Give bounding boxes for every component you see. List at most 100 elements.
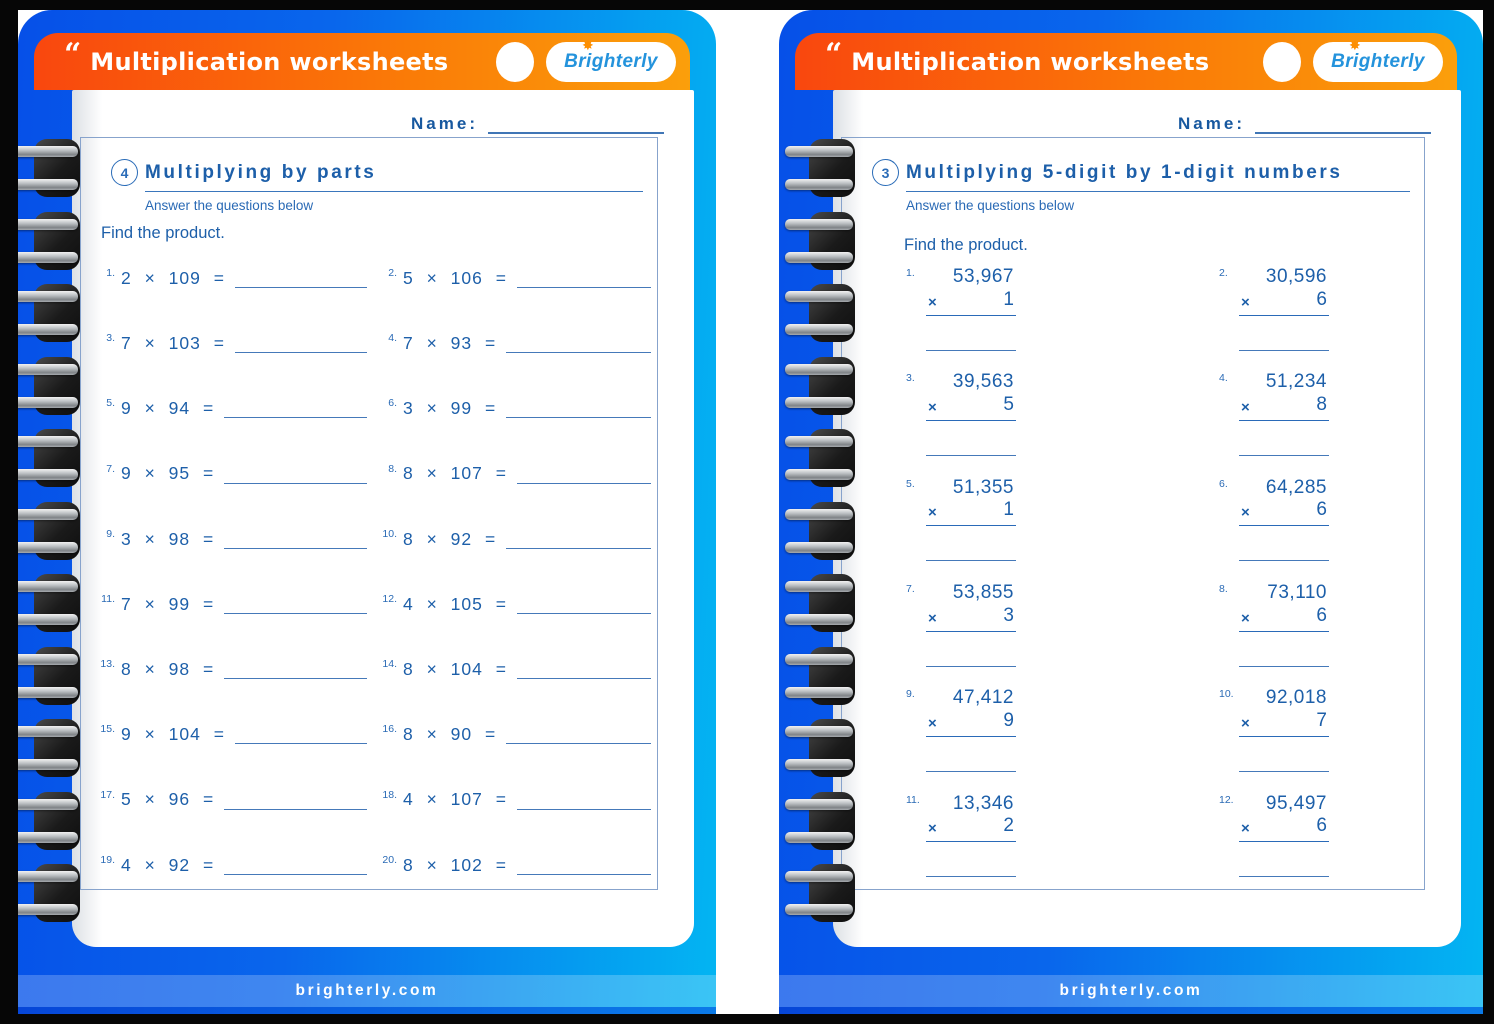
problem-row: 5. 9 × 94 = 6. 3 × 99 = (99, 392, 651, 419)
problem-expression: 4 × 107 = (403, 789, 507, 810)
worksheet-header: “ Multiplication worksheets ✸ Brighterly (795, 33, 1457, 90)
problem-expression: 7 × 103 = (121, 332, 225, 353)
problem-expression: 5 × 106 = (403, 267, 507, 288)
vertical-problem: 30,596 × 6 (1239, 266, 1329, 351)
binder-clip-bar (785, 179, 853, 190)
sun-icon: ✸ (1349, 36, 1361, 53)
answer-blank-line (224, 807, 367, 810)
problem-item: 4. 7 × 93 = (381, 327, 651, 354)
worksheet-subtitle: Answer the questions below (145, 198, 314, 213)
multiply-icon: × (928, 504, 937, 522)
problem-number: 7. (906, 582, 915, 595)
problem-item: 1. 53,967 × 1 (906, 266, 1018, 351)
problem-row: 3. 39,563 × 5 4. 51,234 × 8 (842, 371, 1424, 473)
worksheet-header: “ Multiplication worksheets ✸ Brighterly (34, 33, 690, 90)
multiplicand: 95,497 (1265, 792, 1327, 814)
problem-number: 3. (106, 332, 115, 345)
vertical-problem: 47,412 × 9 (926, 687, 1016, 773)
problem-number: 11. (906, 793, 920, 806)
binder-clip (785, 211, 859, 270)
multiplier-line: × 6 (1239, 814, 1329, 843)
problem-number: 9. (906, 688, 915, 701)
screenshot-edge-left (0, 0, 18, 1024)
problem-item: 13. 8 × 98 = (99, 653, 367, 680)
problem-item: 6. 64,285 × 6 (1219, 477, 1331, 562)
problem-number: 4. (1219, 372, 1228, 385)
vertical-problem: 92,018 × 7 (1239, 687, 1329, 773)
answer-blank-line (516, 872, 651, 875)
answer-blank-line (224, 611, 367, 614)
problem-row: 11. 7 × 99 = 12. 4 × 105 = (99, 588, 651, 614)
answer-blank-line (516, 481, 651, 484)
binder-clip-bar (785, 218, 853, 230)
binder-clip-bar (10, 218, 78, 230)
binder-clip-bar (10, 726, 78, 737)
multiplier-line: × 7 (1239, 709, 1329, 738)
worksheet-title: Multiplying 5-digit by 1-digit numbers (906, 162, 1343, 183)
binder-clip-bar (10, 508, 78, 520)
problem-item: 11. 13,346 × 2 (906, 793, 1018, 878)
answer-blank-line (926, 665, 1016, 667)
multiplier-line: × 6 (1239, 604, 1329, 632)
binder-clip-bar (10, 759, 78, 770)
problem-item: 7. 53,855 × 3 (906, 582, 1018, 667)
instruction-text: Find the product. (904, 236, 1028, 254)
problem-row: 1. 2 × 109 = 2. 5 × 106 = (99, 262, 651, 288)
binder-clip-bar (10, 541, 78, 553)
binder-clip-bar (785, 581, 853, 592)
multiplier: 9 (1003, 710, 1014, 732)
answer-blank-line (1239, 665, 1329, 667)
problem-item: 12. 95,497 × 6 (1219, 793, 1331, 878)
multiply-icon: × (1241, 820, 1250, 838)
name-row: Name: (1178, 114, 1431, 134)
problem-expression: 7 × 99 = (121, 593, 215, 614)
brighterly-logo: ✸ Brighterly (1313, 37, 1443, 82)
problem-item: 5. 9 × 94 = (99, 392, 367, 419)
answer-blank-line (234, 285, 367, 288)
brighterly-logo-text: Brighterly (1331, 50, 1425, 72)
problem-item: 11. 7 × 99 = (99, 588, 367, 614)
binder-clip-bar (785, 436, 853, 447)
binder-clip-bar (785, 759, 853, 770)
problem-number: 1. (906, 267, 915, 279)
problem-item: 12. 4 × 105 = (381, 588, 651, 614)
problem-expression: 9 × 95 = (121, 463, 215, 484)
binder-clip (10, 719, 84, 777)
problem-expression: 3 × 99 = (403, 398, 497, 419)
answer-blank-line (926, 771, 1016, 773)
brighterly-logo: ✸ Brighterly (546, 37, 676, 82)
worksheet-paper: Name: 3 Multiplying 5-digit by 1-digit n… (833, 90, 1461, 947)
header-circle-badge (1263, 41, 1301, 82)
binder-clip-bar (785, 469, 853, 480)
binder-clip (785, 356, 859, 415)
answer-blank-line (926, 560, 1016, 562)
worksheet-title: Multiplying by parts (145, 162, 377, 183)
multiplicand: 53,855 (952, 581, 1014, 603)
problem-number: 14. (382, 658, 397, 671)
multiplier-line: × 3 (926, 604, 1016, 632)
problem-number: 6. (388, 397, 397, 410)
answer-blank-line (516, 611, 651, 614)
answer-blank-line (224, 872, 367, 875)
footer-url: brighterly.com (295, 982, 439, 999)
problem-item: 6. 3 × 99 = (381, 392, 651, 419)
multiply-icon: × (1241, 609, 1250, 627)
problem-number: 5. (906, 477, 915, 490)
footer-url-strip: brighterly.com (779, 975, 1483, 1007)
name-label: Name: (1178, 114, 1245, 133)
binder-clip-bar (785, 146, 853, 157)
problem-expression: 8 × 104 = (403, 658, 507, 679)
binder-clip (10, 284, 84, 342)
screenshot-edge-right (1483, 0, 1494, 1024)
multiplier-line: × 1 (926, 498, 1016, 527)
problem-number: 13. (100, 658, 115, 671)
binder-clip-bar (10, 831, 78, 843)
binder-clip (785, 501, 859, 560)
problem-number: 19. (100, 853, 115, 866)
vertical-problem: 51,355 × 1 (926, 477, 1016, 562)
problem-expression: 8 × 107 = (403, 463, 507, 484)
problem-item: 2. 30,596 × 6 (1219, 266, 1331, 351)
problem-row: 17. 5 × 96 = 18. 4 × 107 = (99, 784, 651, 810)
problem-number: 16. (382, 723, 397, 736)
problem-row: 19. 4 × 92 = 20. 8 × 102 = (99, 849, 651, 875)
